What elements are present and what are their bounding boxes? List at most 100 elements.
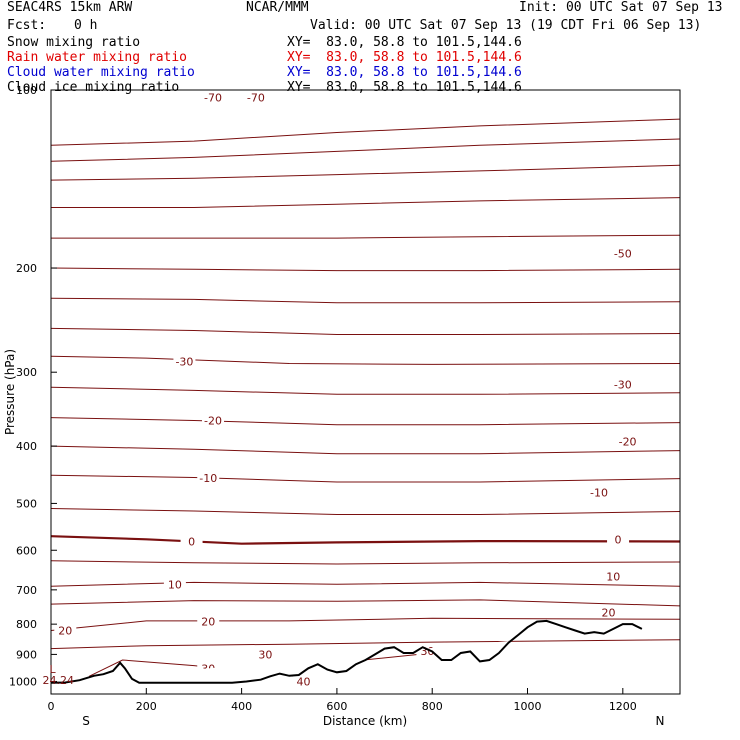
isotherm-line-16 bbox=[50, 581, 681, 587]
legend-item-snow: Snow mixing ratio bbox=[7, 35, 141, 50]
isotherm-label-bg-8-1 bbox=[611, 378, 634, 390]
valid-time: Valid: 00 UTC Sat 07 Sep 13 (19 CDT Fri … bbox=[310, 18, 702, 33]
x-tick-label-2: 400 bbox=[231, 700, 252, 713]
isotherm-label-bg-21-0 bbox=[292, 675, 315, 687]
isotherm-line-17 bbox=[50, 599, 681, 607]
isotherm-label-0-1: -70 bbox=[247, 92, 265, 105]
isotherm-label-16-0: 10 bbox=[168, 578, 182, 591]
x-end-label-north: N bbox=[656, 714, 665, 728]
isotherm-label-bg-18-2 bbox=[597, 606, 620, 618]
isotherm-label-8-1: -30 bbox=[614, 379, 632, 392]
isotherm-layer: -70 -70 -50 -30 -30 -20 -20 -10 -10 0 0 10 10 20 20 20 3… bbox=[50, 91, 681, 688]
isotherm-line-15 bbox=[50, 560, 681, 565]
low-marker-value: 24.24 bbox=[43, 674, 75, 687]
y-tick-label-9: 1000 bbox=[9, 675, 37, 688]
legend-item-cloud-ice: Cloud ice mixing ratio bbox=[7, 80, 180, 95]
isotherm-label-14-0: 0 bbox=[188, 536, 195, 549]
org-label: NCAR/MMM bbox=[246, 0, 309, 15]
y-tick-label-0: 100 bbox=[16, 84, 37, 97]
isotherm-label-bg-16-0 bbox=[163, 578, 186, 590]
model-title: SEAC4RS 15km ARW bbox=[7, 0, 133, 15]
marker-layer: L24.24 bbox=[43, 663, 75, 687]
y-tick-label-8: 900 bbox=[16, 648, 37, 661]
isotherm-line-1 bbox=[50, 138, 681, 162]
x-tick-label-3: 600 bbox=[326, 700, 347, 713]
x-tick-label-4: 800 bbox=[422, 700, 443, 713]
isotherm-label-bg-14-1 bbox=[607, 533, 630, 545]
isotherm-line-19 bbox=[50, 639, 681, 650]
isotherm-line-7 bbox=[50, 327, 681, 335]
y-axis-title: Pressure (hPa) bbox=[3, 349, 17, 435]
isotherm-label-bg-10-0 bbox=[202, 414, 225, 426]
isotherm-label-10-1: -20 bbox=[619, 436, 637, 449]
terrain-layer bbox=[50, 619, 643, 684]
isotherm-label-18-0: 20 bbox=[58, 624, 72, 637]
isotherm-label-bg-20-0 bbox=[197, 662, 220, 674]
isotherm-line-11 bbox=[50, 445, 681, 455]
isotherm-line-3 bbox=[51, 197, 681, 208]
isotherm-label-bg-20-1 bbox=[254, 648, 277, 660]
plot-frame bbox=[50, 89, 681, 695]
legend-item-rain: Rain water mixing ratio bbox=[7, 50, 188, 65]
axis-layer: 0 200 400 600 800 1000 12001002003004005006007… bbox=[9, 84, 637, 713]
isotherm-label-20-1: 30 bbox=[258, 648, 272, 661]
isotherm-label-bg-14-0 bbox=[180, 535, 203, 547]
isotherm-label-21-0: 40 bbox=[297, 675, 311, 688]
isotherm-label-bg-0-1 bbox=[244, 91, 267, 103]
x-tick-label-6: 1200 bbox=[609, 700, 637, 713]
legend-xy-cloud-water: XY= 83.0, 58.8 to 101.5,144.6 bbox=[287, 65, 522, 80]
y-tick-label-4: 500 bbox=[16, 497, 37, 510]
terrain-line bbox=[50, 619, 643, 684]
y-tick-label-5: 600 bbox=[16, 544, 37, 557]
x-tick-label-0: 0 bbox=[48, 700, 55, 713]
x-end-label-south: S bbox=[82, 714, 90, 728]
legend-xy-snow: XY= 83.0, 58.8 to 101.5,144.6 bbox=[287, 35, 522, 50]
legend-xy-rain: XY= 83.0, 58.8 to 101.5,144.6 bbox=[287, 50, 522, 65]
isotherm-label-bg-8-0 bbox=[173, 355, 196, 367]
isotherm-label-bg-0-0 bbox=[202, 91, 225, 103]
isotherm-label-bg-4-0 bbox=[611, 247, 634, 259]
isotherm-label-0-0: -70 bbox=[204, 92, 222, 105]
isotherm-line-8 bbox=[50, 355, 681, 365]
isotherm-line-0 bbox=[50, 118, 681, 146]
legend-item-cloud-water: Cloud water mixing ratio bbox=[7, 65, 195, 80]
isotherm-label-bg-18-0 bbox=[54, 624, 77, 636]
isotherm-label-18-2: 20 bbox=[602, 606, 616, 619]
isotherm-line-6 bbox=[50, 297, 681, 304]
y-tick-label-6: 700 bbox=[16, 584, 37, 597]
isotherm-line-18 bbox=[50, 617, 681, 631]
isotherm-label-bg-18-1 bbox=[197, 615, 220, 627]
isotherm-label-bg-12-1 bbox=[587, 486, 610, 498]
isotherm-label-bg-12-0 bbox=[197, 472, 220, 484]
fcst-value: 0 h bbox=[74, 18, 98, 33]
isotherm-line-10 bbox=[50, 417, 681, 426]
isotherm-label-bg-10-1 bbox=[616, 435, 639, 447]
isotherm-label-12-0: -10 bbox=[199, 472, 217, 485]
isotherm-label-bg-20-2 bbox=[416, 644, 439, 656]
terrain-fill bbox=[51, 620, 642, 683]
isotherm-label-14-1: 0 bbox=[615, 533, 622, 546]
y-tick-label-1: 200 bbox=[16, 262, 37, 275]
isotherm-line-9 bbox=[50, 386, 681, 395]
low-marker-symbol: L bbox=[50, 663, 57, 676]
init-time: Init: 00 UTC Sat 07 Sep 13 bbox=[519, 0, 723, 15]
isotherm-label-18-1: 20 bbox=[201, 616, 215, 629]
isotherm-line-13 bbox=[50, 508, 681, 515]
isotherm-label-16-1: 10 bbox=[606, 571, 620, 584]
isotherm-line-14 bbox=[50, 535, 681, 545]
legend-xy-cloud-ice: XY= 83.0, 58.8 to 101.5,144.6 bbox=[287, 80, 522, 95]
x-tick-label-5: 1000 bbox=[514, 700, 542, 713]
isotherm-label-8-0: -30 bbox=[175, 356, 193, 369]
x-axis-title: Distance (km) bbox=[323, 714, 407, 728]
isotherm-label-bg-16-1 bbox=[602, 570, 625, 582]
isotherm-label-10-0: -20 bbox=[204, 414, 222, 427]
y-tick-label-3: 400 bbox=[16, 440, 37, 453]
isotherm-label-12-1: -10 bbox=[590, 486, 608, 499]
fcst-label: Fcst: bbox=[7, 18, 47, 33]
y-tick-label-7: 800 bbox=[16, 618, 37, 631]
y-tick-label-2: 300 bbox=[16, 366, 37, 379]
isotherm-label-4-0: -50 bbox=[614, 248, 632, 261]
isotherm-line-2 bbox=[50, 164, 681, 181]
isotherm-line-12 bbox=[50, 474, 681, 483]
